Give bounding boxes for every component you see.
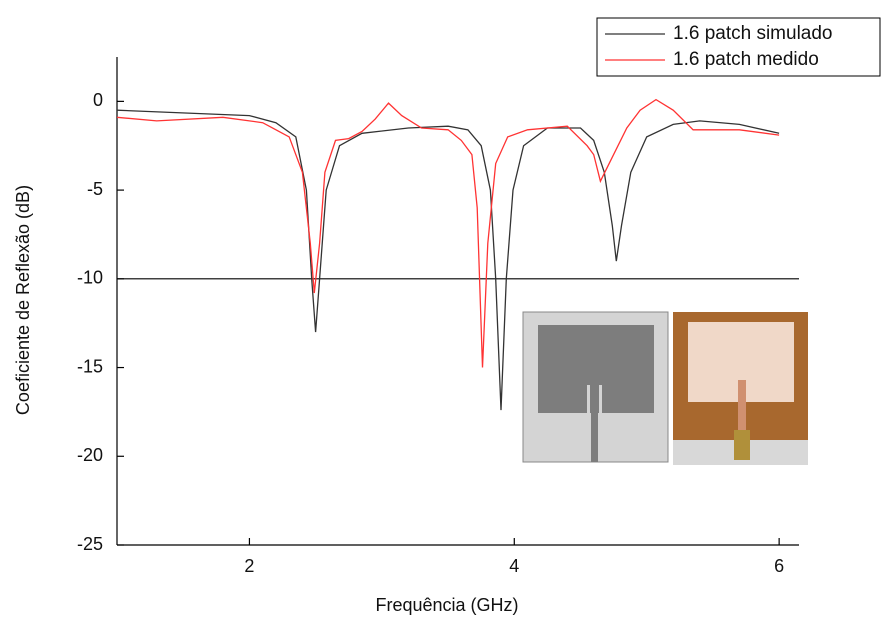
series-line: [116, 109, 780, 411]
legend-label: 1.6 patch medido: [673, 49, 819, 70]
y-axis-label: Coeficiente de Reflexão (dB): [13, 185, 33, 415]
x-tick-label: 4: [509, 556, 519, 576]
series-line: [116, 98, 780, 368]
y-tick-label: -5: [87, 179, 103, 199]
x-tick-label: 2: [244, 556, 254, 576]
y-tick-label: -20: [77, 445, 103, 465]
inset-simulation: [522, 311, 669, 463]
y-tick-label: -10: [77, 268, 103, 288]
legend-box: [596, 17, 881, 77]
x-tick-label: 6: [774, 556, 784, 576]
x-axis-label: Frequência (GHz): [375, 595, 518, 615]
y-tick-label: 0: [93, 90, 103, 110]
y-tick-label: -25: [77, 534, 103, 554]
inset-photo: [673, 312, 808, 465]
y-tick-label: -15: [77, 356, 103, 376]
legend-label: 1.6 patch simulado: [673, 23, 833, 44]
